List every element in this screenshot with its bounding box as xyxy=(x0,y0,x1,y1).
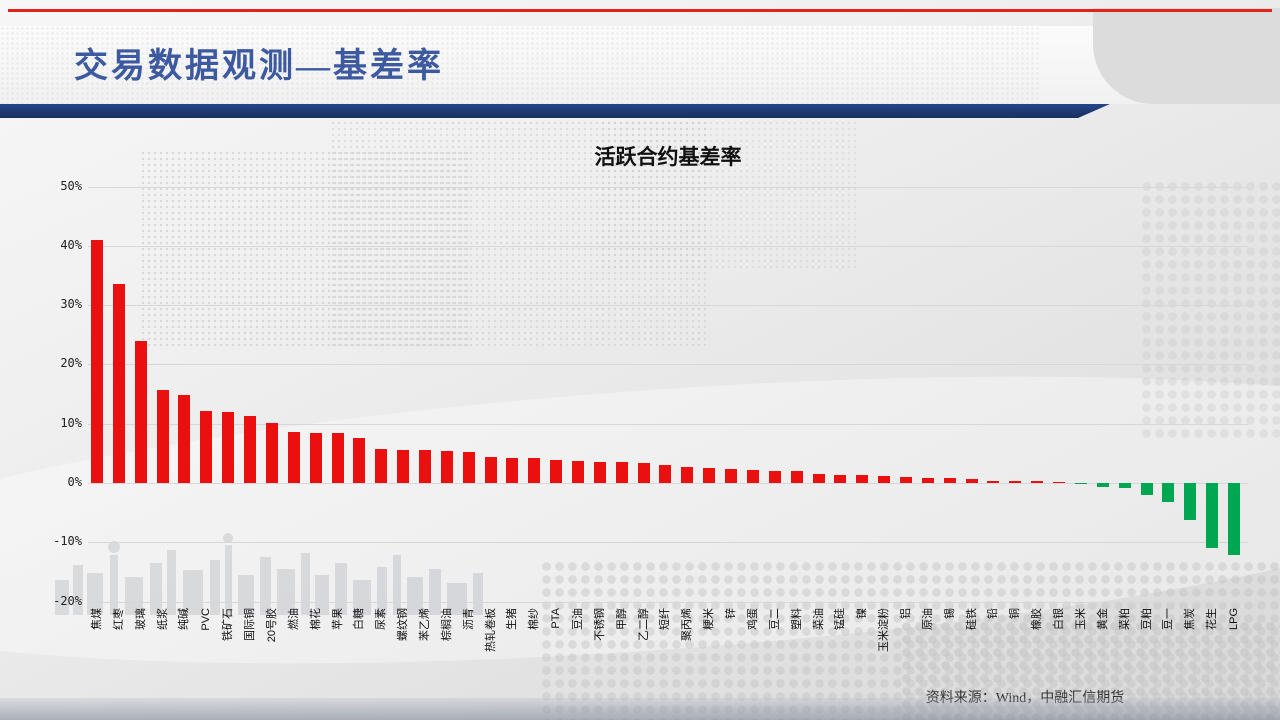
header-band xyxy=(0,104,1110,118)
bar-豆油 xyxy=(572,461,585,483)
bar-红枣 xyxy=(112,284,125,483)
bar-橡胶 xyxy=(1031,481,1044,483)
bar-锌 xyxy=(725,469,738,483)
bar-豆粕 xyxy=(1140,483,1153,496)
y-axis-tick-label: -20% xyxy=(53,593,82,608)
worldmap-dots-center xyxy=(330,120,710,350)
gridline xyxy=(88,186,1248,188)
dot-pattern-right-edge xyxy=(1140,180,1280,440)
y-axis-tick-label: 10% xyxy=(60,415,82,430)
bar-LPG xyxy=(1227,483,1240,555)
gridline xyxy=(88,423,1248,425)
bar-甲醇 xyxy=(615,462,628,483)
bar-黄金 xyxy=(1096,483,1109,487)
bar-生猪 xyxy=(506,457,519,483)
bar-PTA xyxy=(550,460,563,483)
bar-镍 xyxy=(856,475,869,483)
y-axis-tick-label: 40% xyxy=(60,237,82,252)
bar-豆二 xyxy=(768,470,781,483)
bar-白银 xyxy=(1053,482,1066,483)
skyline-decoration xyxy=(55,533,483,615)
y-axis-tick-label: 50% xyxy=(60,178,82,193)
bar-不锈钢 xyxy=(593,461,606,483)
top-red-line xyxy=(8,9,1272,12)
worldmap-dots-left xyxy=(140,150,470,350)
bar-棕榈油 xyxy=(440,450,453,483)
bar-硅铁 xyxy=(965,478,978,483)
bar-铁矿石 xyxy=(222,411,235,483)
bar-聚丙烯 xyxy=(681,466,694,483)
bar-棉花 xyxy=(309,432,322,483)
gridline xyxy=(88,601,1248,603)
y-axis-tick-label: 0% xyxy=(67,475,82,489)
header-dots xyxy=(0,26,1040,104)
bar-鸡蛋 xyxy=(746,469,759,483)
bar-铅 xyxy=(987,480,1000,483)
bar-豆一 xyxy=(1162,483,1175,502)
y-axis-tick-label: 30% xyxy=(60,297,82,312)
gridline xyxy=(88,305,1248,307)
page-title: 交易数据观测—基差率 xyxy=(74,48,444,85)
bar-锰硅 xyxy=(834,474,847,483)
bar-塑料 xyxy=(790,471,803,483)
bar-苹果 xyxy=(331,433,344,483)
bar-玉米淀粉 xyxy=(878,476,891,483)
bar-花生 xyxy=(1206,483,1219,548)
bar-纯碱 xyxy=(178,395,191,483)
bar-铜 xyxy=(1009,480,1022,483)
bar-白糖 xyxy=(353,437,366,483)
bar-热轧卷板 xyxy=(484,456,497,483)
gridline xyxy=(88,364,1248,366)
bar-PVC xyxy=(200,410,213,483)
bar-锡 xyxy=(943,478,956,483)
bar-螺纹钢 xyxy=(397,449,410,483)
y-axis-tick-label: -10% xyxy=(53,534,82,549)
bar-燃油 xyxy=(287,432,300,483)
bar-纸浆 xyxy=(156,389,169,483)
bar-粳米 xyxy=(703,468,716,483)
bar-菜粕 xyxy=(1118,483,1131,489)
bar-焦煤 xyxy=(91,239,103,483)
bar-棉纱 xyxy=(528,458,541,483)
header xyxy=(0,26,1280,104)
gridline xyxy=(88,245,1248,247)
gridline xyxy=(88,542,1248,544)
bar-国际铜 xyxy=(244,415,257,483)
y-axis-tick-label: 20% xyxy=(60,356,82,371)
bar-原油 xyxy=(921,477,934,483)
bar-焦炭 xyxy=(1184,483,1197,521)
bar-短纤 xyxy=(659,465,672,483)
bar-苯乙烯 xyxy=(418,450,431,483)
header-gray-swoosh xyxy=(1093,8,1280,104)
chart-title: 活跃合约基差率 xyxy=(594,145,742,169)
bottom-strip xyxy=(0,698,1280,720)
gridline xyxy=(88,483,1248,484)
bar-玻璃 xyxy=(134,340,147,483)
worldmap-dots-right xyxy=(600,120,860,270)
bar-20号胶 xyxy=(265,422,278,483)
bar-玉米 xyxy=(1074,483,1087,484)
bar-沥青 xyxy=(462,452,475,483)
bar-铝 xyxy=(900,477,912,483)
bar-乙二醇 xyxy=(637,463,650,483)
bar-菜油 xyxy=(812,474,825,483)
bar-尿素 xyxy=(375,449,388,483)
